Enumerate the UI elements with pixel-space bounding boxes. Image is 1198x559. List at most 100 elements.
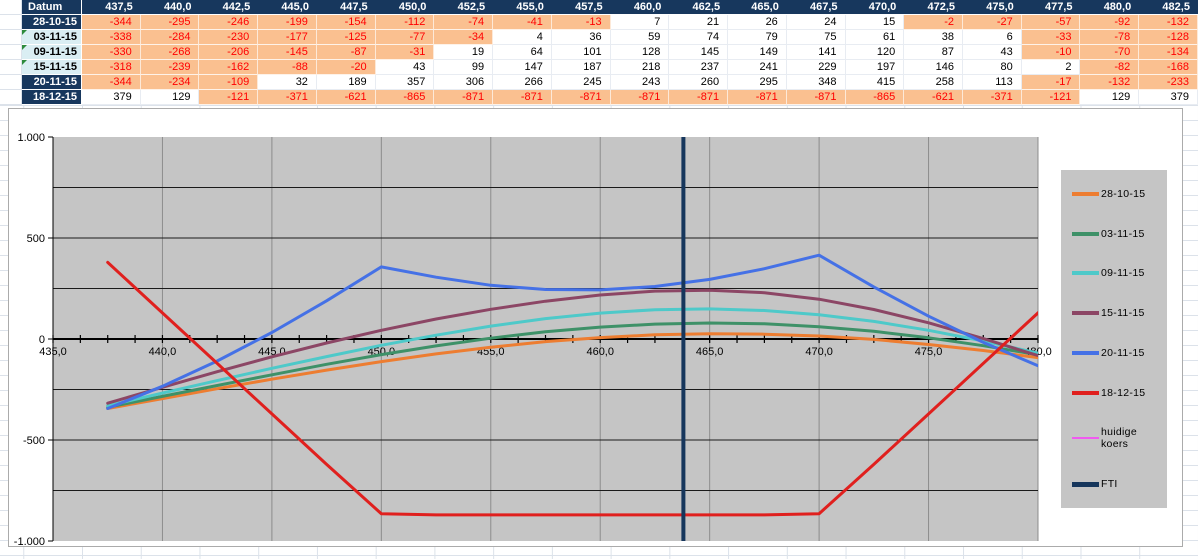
value-cell[interactable]: -234 [140, 75, 200, 90]
value-cell[interactable]: -344 [82, 15, 141, 30]
series-line-15-11-15[interactable] [106, 288, 1093, 405]
strike-header-cell[interactable]: 475,0 [963, 0, 1022, 15]
value-cell[interactable]: -871 [728, 90, 787, 105]
strike-header-cell[interactable]: 447,5 [316, 0, 376, 15]
value-cell[interactable]: -121 [1021, 90, 1081, 105]
value-cell[interactable]: -338 [82, 30, 141, 45]
series-line-03-11-15[interactable] [106, 321, 1093, 409]
date-label-cell[interactable]: 09-11-15 [22, 45, 82, 60]
strike-header-cell[interactable]: 450,0 [375, 0, 435, 15]
value-cell[interactable]: -621 [904, 90, 964, 105]
value-cell[interactable]: 75 [786, 30, 846, 45]
value-cell[interactable]: -78 [1080, 30, 1140, 45]
value-cell[interactable]: -31 [375, 45, 435, 60]
value-cell[interactable]: -27 [963, 15, 1022, 30]
value-cell[interactable]: -41 [493, 15, 552, 30]
value-cell[interactable]: -871 [551, 90, 611, 105]
value-cell[interactable]: -132 [1139, 15, 1198, 30]
value-cell[interactable]: -233 [1139, 75, 1198, 90]
strike-header-cell[interactable]: 467,5 [786, 0, 846, 15]
value-cell[interactable]: -109 [199, 75, 259, 90]
value-cell[interactable]: -17 [1021, 75, 1081, 90]
legend-entry[interactable]: 20-11-15 [1061, 347, 1167, 359]
strike-header-cell[interactable]: 482,5 [1139, 0, 1198, 15]
date-label-cell[interactable]: 15-11-15 [22, 60, 82, 75]
row-margin-cell[interactable] [0, 75, 22, 90]
value-cell[interactable]: 241 [728, 60, 787, 75]
value-cell[interactable]: -371 [258, 90, 317, 105]
value-cell[interactable]: -284 [140, 30, 200, 45]
strike-header-cell[interactable]: 465,0 [728, 0, 787, 15]
value-cell[interactable]: -92 [1080, 15, 1140, 30]
value-cell[interactable]: 129 [1080, 90, 1140, 105]
value-cell[interactable]: -121 [199, 90, 259, 105]
row-margin-cell[interactable] [0, 45, 22, 60]
value-cell[interactable]: -621 [316, 90, 376, 105]
value-cell[interactable]: 101 [551, 45, 611, 60]
value-cell[interactable]: -865 [375, 90, 435, 105]
value-cell[interactable]: 147 [493, 60, 552, 75]
value-cell[interactable]: 26 [728, 15, 787, 30]
value-cell[interactable]: -74 [434, 15, 494, 30]
value-cell[interactable]: 348 [786, 75, 846, 90]
strike-header-cell[interactable]: 462,5 [669, 0, 729, 15]
value-cell[interactable]: -268 [140, 45, 200, 60]
value-cell[interactable]: 87 [904, 45, 964, 60]
value-cell[interactable]: 218 [610, 60, 670, 75]
value-cell[interactable]: -295 [140, 15, 200, 30]
value-cell[interactable]: -177 [258, 30, 317, 45]
value-cell[interactable]: 306 [434, 75, 494, 90]
value-cell[interactable]: 19 [434, 45, 494, 60]
strike-header-cell[interactable]: 445,0 [258, 0, 317, 15]
value-cell[interactable]: 379 [82, 90, 141, 105]
value-cell[interactable]: 21 [669, 15, 729, 30]
value-cell[interactable]: -132 [1080, 75, 1140, 90]
value-cell[interactable]: -2 [904, 15, 964, 30]
value-cell[interactable]: -87 [316, 45, 376, 60]
value-cell[interactable]: -206 [199, 45, 259, 60]
value-cell[interactable]: -145 [258, 45, 317, 60]
value-cell[interactable]: 415 [845, 75, 905, 90]
date-label-cell[interactable]: 28-10-15 [22, 15, 82, 30]
legend-entry[interactable]: 15-11-15 [1061, 307, 1167, 319]
strike-header-cell[interactable]: 472,5 [904, 0, 964, 15]
value-cell[interactable]: -168 [1139, 60, 1198, 75]
value-cell[interactable]: 357 [375, 75, 435, 90]
value-cell[interactable]: 260 [669, 75, 729, 90]
corner-cell[interactable] [0, 0, 22, 15]
value-cell[interactable]: 146 [904, 60, 964, 75]
row-margin-cell[interactable] [0, 30, 22, 45]
series-line-20-11-15[interactable] [106, 253, 1093, 410]
value-cell[interactable]: 245 [551, 75, 611, 90]
value-cell[interactable]: 120 [845, 45, 905, 60]
value-cell[interactable]: 229 [786, 60, 846, 75]
value-cell[interactable]: -871 [669, 90, 729, 105]
value-cell[interactable]: -20 [316, 60, 376, 75]
value-cell[interactable]: -871 [493, 90, 552, 105]
value-cell[interactable]: 36 [551, 30, 611, 45]
value-cell[interactable]: 15 [845, 15, 905, 30]
value-cell[interactable]: 32 [258, 75, 317, 90]
value-cell[interactable]: 59 [610, 30, 670, 45]
value-cell[interactable]: -10 [1021, 45, 1081, 60]
value-cell[interactable]: -13 [551, 15, 611, 30]
strike-header-cell[interactable]: 457,5 [551, 0, 611, 15]
value-cell[interactable]: -70 [1080, 45, 1140, 60]
series-line-09-11-15[interactable] [106, 307, 1093, 408]
value-cell[interactable]: 99 [434, 60, 494, 75]
value-cell[interactable]: -112 [375, 15, 435, 30]
value-cell[interactable]: -33 [1021, 30, 1081, 45]
value-cell[interactable]: 237 [669, 60, 729, 75]
value-cell[interactable]: 7 [610, 15, 670, 30]
legend-entry[interactable]: 18-12-15 [1061, 387, 1167, 399]
value-cell[interactable]: 129 [140, 90, 200, 105]
value-cell[interactable]: 43 [375, 60, 435, 75]
value-cell[interactable]: -34 [434, 30, 494, 45]
value-cell[interactable]: -82 [1080, 60, 1140, 75]
legend-entry[interactable]: huidige koers [1061, 426, 1167, 450]
value-cell[interactable]: -330 [82, 45, 141, 60]
strike-header-cell[interactable]: 437,5 [82, 0, 141, 15]
value-cell[interactable]: -239 [140, 60, 200, 75]
value-cell[interactable]: 149 [728, 45, 787, 60]
